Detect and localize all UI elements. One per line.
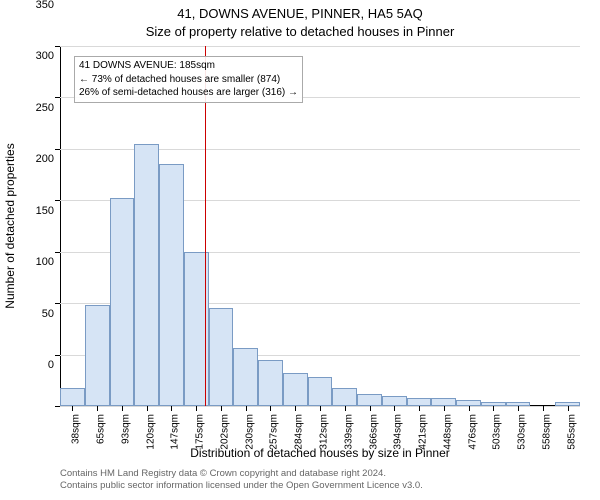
bar [258, 360, 283, 406]
ytick-mark [55, 149, 60, 150]
xtick-mark [419, 406, 420, 411]
xtick-label: 38sqm [71, 414, 82, 444]
xtick-label: 257sqm [269, 414, 280, 450]
xtick-mark [469, 406, 470, 411]
xtick-label: 93sqm [120, 414, 131, 444]
ytick-mark [55, 406, 60, 407]
annotation-line: 41 DOWNS AVENUE: 185sqm [79, 59, 298, 73]
xtick-label: 558sqm [541, 414, 552, 450]
xtick-label: 448sqm [442, 414, 453, 450]
annotation-box: 41 DOWNS AVENUE: 185sqm← 73% of detached… [74, 56, 303, 103]
bar [134, 144, 159, 406]
xtick-mark [568, 406, 569, 411]
xtick-mark [518, 406, 519, 411]
xtick-label: 312sqm [319, 414, 330, 450]
xtick-mark [122, 406, 123, 411]
xtick-label: 530sqm [517, 414, 528, 450]
title-line-1: 41, DOWNS AVENUE, PINNER, HA5 5AQ [0, 6, 600, 21]
xtick-label: 147sqm [170, 414, 181, 450]
title-line-2: Size of property relative to detached ho… [0, 24, 600, 39]
bar [209, 308, 234, 406]
xtick-label: 421sqm [418, 414, 429, 450]
ytick-mark [55, 303, 60, 304]
gridline [60, 46, 580, 47]
xtick-mark [270, 406, 271, 411]
footer-attribution: Contains HM Land Registry data © Crown c… [60, 468, 580, 493]
ytick-mark [55, 200, 60, 201]
xtick-mark [246, 406, 247, 411]
xtick-label: 284sqm [294, 414, 305, 450]
ytick-mark [55, 355, 60, 356]
bar [60, 388, 85, 407]
ytick-label: 350 [36, 0, 54, 93]
xtick-label: 120sqm [145, 414, 156, 450]
bar [283, 373, 308, 406]
bar [357, 394, 382, 406]
xtick-mark [97, 406, 98, 411]
bar [233, 348, 258, 406]
bar [407, 398, 432, 406]
bar [85, 305, 110, 406]
xtick-label: 65sqm [96, 414, 107, 444]
bar [382, 396, 407, 406]
xtick-mark [493, 406, 494, 411]
ytick-mark [55, 46, 60, 47]
bar [332, 388, 357, 407]
xtick-label: 230sqm [244, 414, 255, 450]
xtick-mark [221, 406, 222, 411]
xtick-mark [394, 406, 395, 411]
bar [159, 164, 184, 406]
xtick-mark [370, 406, 371, 411]
annotation-line: 26% of semi-detached houses are larger (… [79, 86, 298, 100]
footer-line-2: Contains public sector information licen… [60, 480, 580, 492]
annotation-line: ← 73% of detached houses are smaller (87… [79, 73, 298, 87]
bar [110, 198, 135, 406]
xtick-label: 394sqm [393, 414, 404, 450]
xtick-mark [72, 406, 73, 411]
xtick-mark [171, 406, 172, 411]
xtick-mark [320, 406, 321, 411]
y-axis [60, 46, 61, 406]
figure: 41, DOWNS AVENUE, PINNER, HA5 5AQ Size o… [0, 0, 600, 500]
xtick-label: 366sqm [368, 414, 379, 450]
xtick-label: 202sqm [219, 414, 230, 450]
xtick-mark [444, 406, 445, 411]
xtick-mark [147, 406, 148, 411]
xtick-label: 585sqm [566, 414, 577, 450]
xtick-label: 476sqm [467, 414, 478, 450]
footer-line-1: Contains HM Land Registry data © Crown c… [60, 468, 580, 480]
xtick-mark [345, 406, 346, 411]
ytick-mark [55, 252, 60, 253]
bar [308, 377, 333, 406]
xtick-mark [196, 406, 197, 411]
xtick-label: 339sqm [343, 414, 354, 450]
xtick-mark [543, 406, 544, 411]
y-axis-label: Number of detached properties [3, 143, 17, 308]
xtick-mark [295, 406, 296, 411]
xtick-label: 175sqm [195, 414, 206, 450]
ytick-mark [55, 97, 60, 98]
bar [431, 398, 456, 406]
xtick-label: 503sqm [492, 414, 503, 450]
